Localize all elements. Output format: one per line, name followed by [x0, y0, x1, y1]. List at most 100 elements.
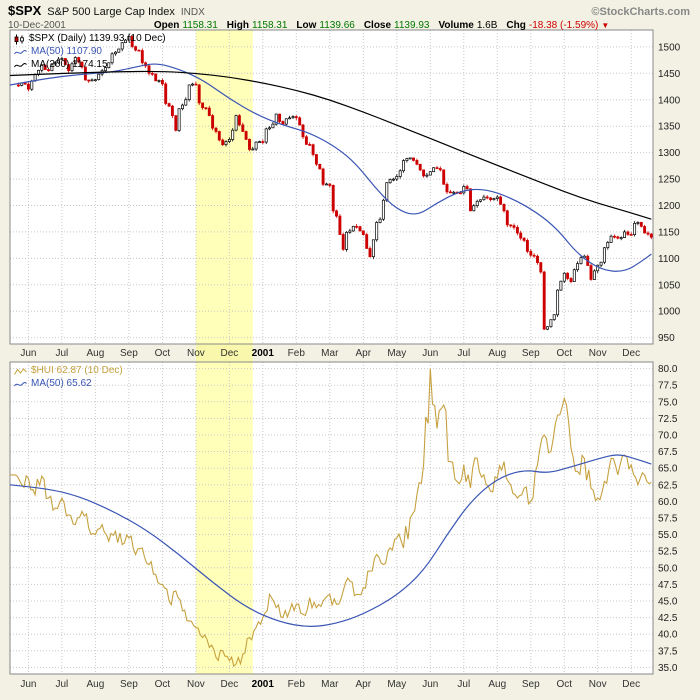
- y-axis-lower: 80.0 77.5 75.0 72.5 70.0 67.5 65.0 62.5 60.0 57.5…: [658, 364, 678, 674]
- svg-text:Jun: Jun: [422, 679, 438, 690]
- quote-summary: Open 1158.31 High 1158.31 Low 1139.66 Close…: [154, 20, 609, 31]
- svg-text:45.0: 45.0: [658, 597, 678, 608]
- svg-text:Feb: Feb: [288, 348, 306, 359]
- svg-text:Jun: Jun: [20, 679, 36, 690]
- ma50-line-icon: [14, 49, 27, 54]
- low-value: 1139.66: [319, 20, 355, 31]
- svg-text:Feb: Feb: [288, 679, 306, 690]
- spx-ma50-legend: MA(50) 1107.90: [14, 46, 166, 58]
- svg-text:Dec: Dec: [221, 348, 239, 359]
- down-triangle-icon: ▼: [601, 21, 610, 30]
- chg-value: -18.38 (-1.59%): [528, 20, 599, 31]
- svg-text:60.0: 60.0: [658, 497, 678, 508]
- svg-text:52.5: 52.5: [658, 547, 678, 558]
- svg-text:Jun: Jun: [20, 348, 36, 359]
- spx-ma200-legend: MA(200) 1174.15: [14, 59, 166, 71]
- svg-text:May: May: [387, 679, 406, 690]
- svg-text:Sep: Sep: [522, 348, 540, 359]
- svg-text:35.0: 35.0: [658, 663, 678, 674]
- close-label: Close: [363, 20, 392, 31]
- y-axis-upper: 1500 1450 1400 1350 1300 1250 1200 1150 1100 1050…: [658, 42, 681, 344]
- svg-text:Nov: Nov: [589, 348, 607, 359]
- svg-text:Oct: Oct: [155, 679, 171, 690]
- svg-text:67.5: 67.5: [658, 447, 678, 458]
- svg-text:1300: 1300: [658, 148, 681, 159]
- quote-low: Low 1139.66: [296, 20, 354, 31]
- svg-text:1400: 1400: [658, 95, 681, 106]
- svg-text:1250: 1250: [658, 175, 681, 186]
- svg-text:Jul: Jul: [56, 679, 69, 690]
- ma200-line-icon: [14, 62, 27, 67]
- quote-change: Chg -18.38 (-1.59%) ▼: [506, 20, 609, 31]
- svg-text:80.0: 80.0: [658, 364, 678, 375]
- close-value: 1139.93: [394, 20, 430, 31]
- svg-text:Apr: Apr: [356, 679, 372, 690]
- highlight-band: [195, 30, 253, 674]
- svg-text:77.5: 77.5: [658, 381, 678, 392]
- title-row: $SPX S&P 500 Large Cap Index INDX ©Stock…: [0, 0, 700, 18]
- svg-text:Dec: Dec: [622, 679, 640, 690]
- svg-text:1450: 1450: [658, 69, 681, 80]
- svg-text:Mar: Mar: [321, 348, 339, 359]
- grid-panel-0: [10, 30, 653, 344]
- spx-ma50-label: MA(50) 1107.90: [31, 46, 102, 57]
- quote-row: 10-Dec-2001 Open 1158.31 High 1158.31 Low 1…: [0, 18, 700, 31]
- svg-text:2001: 2001: [252, 679, 275, 690]
- svg-text:Aug: Aug: [488, 348, 506, 359]
- svg-text:Apr: Apr: [356, 348, 372, 359]
- svg-text:Dec: Dec: [221, 679, 239, 690]
- hui-line-icon: [14, 367, 27, 375]
- svg-text:Nov: Nov: [187, 348, 205, 359]
- exchange-label: INDX: [180, 7, 205, 18]
- hui-ma50-label: MA(50) 65.62: [31, 378, 92, 389]
- hui-legend-main: $HUI 62.87 (10 Dec): [14, 365, 123, 377]
- hui-ma50-line: [9, 454, 652, 627]
- svg-text:Aug: Aug: [87, 679, 105, 690]
- high-value: 1158.31: [252, 20, 288, 31]
- spx-ma200-line: [9, 70, 652, 220]
- svg-text:Aug: Aug: [488, 679, 506, 690]
- svg-text:Oct: Oct: [557, 348, 573, 359]
- svg-text:Dec: Dec: [622, 348, 640, 359]
- x-axis-labels-lower: Jun Jul Aug Sep Oct Nov Dec 2001 Feb Mar Apr May Jun…: [20, 679, 640, 690]
- svg-text:Jul: Jul: [457, 348, 470, 359]
- svg-text:50.0: 50.0: [658, 563, 678, 574]
- svg-text:1350: 1350: [658, 122, 681, 133]
- open-value: 1158.31: [182, 20, 218, 31]
- stockcharts-credit: ©StockCharts.com: [591, 6, 690, 18]
- svg-text:62.5: 62.5: [658, 480, 678, 491]
- svg-text:1100: 1100: [658, 254, 680, 265]
- plot-border-1: [9, 361, 654, 675]
- spx-legend-main: $SPX (Daily) 1139.93 (10 Dec): [14, 33, 166, 45]
- svg-text:65.0: 65.0: [658, 464, 678, 475]
- quote-high: High 1158.31: [227, 20, 288, 31]
- symbol-name: S&P 500 Large Cap Index: [47, 6, 175, 18]
- quote-date: 10-Dec-2001: [8, 20, 66, 31]
- svg-text:Jul: Jul: [457, 679, 470, 690]
- symbol-ticker: $SPX: [8, 3, 42, 18]
- svg-text:May: May: [387, 348, 406, 359]
- svg-text:Nov: Nov: [187, 679, 205, 690]
- chart-header: $SPX S&P 500 Large Cap Index INDX ©Stock…: [0, 0, 700, 31]
- svg-text:Mar: Mar: [321, 679, 339, 690]
- svg-text:Aug: Aug: [87, 348, 105, 359]
- spx-legend: $SPX (Daily) 1139.93 (10 Dec) MA(50) 110…: [14, 33, 166, 71]
- svg-text:1200: 1200: [658, 201, 681, 212]
- hui-ma50-legend: MA(50) 65.62: [14, 378, 123, 390]
- svg-text:72.5: 72.5: [658, 414, 678, 425]
- spx-ma200-label: MA(200) 1174.15: [31, 59, 108, 70]
- svg-text:1150: 1150: [658, 227, 680, 238]
- plot-border-0: [9, 29, 654, 345]
- svg-text:1050: 1050: [658, 280, 681, 291]
- svg-text:75.0: 75.0: [658, 397, 678, 408]
- svg-text:Oct: Oct: [557, 679, 573, 690]
- grid-panel-1: [10, 362, 653, 674]
- candlestick-icon: [14, 34, 24, 44]
- svg-text:1500: 1500: [658, 42, 681, 53]
- open-label: Open: [153, 20, 180, 31]
- svg-text:Nov: Nov: [589, 679, 607, 690]
- quote-volume: Volume 1.6B: [438, 20, 497, 31]
- spx-candlesticks: [16, 34, 653, 331]
- volume-value: 1.6B: [476, 20, 498, 31]
